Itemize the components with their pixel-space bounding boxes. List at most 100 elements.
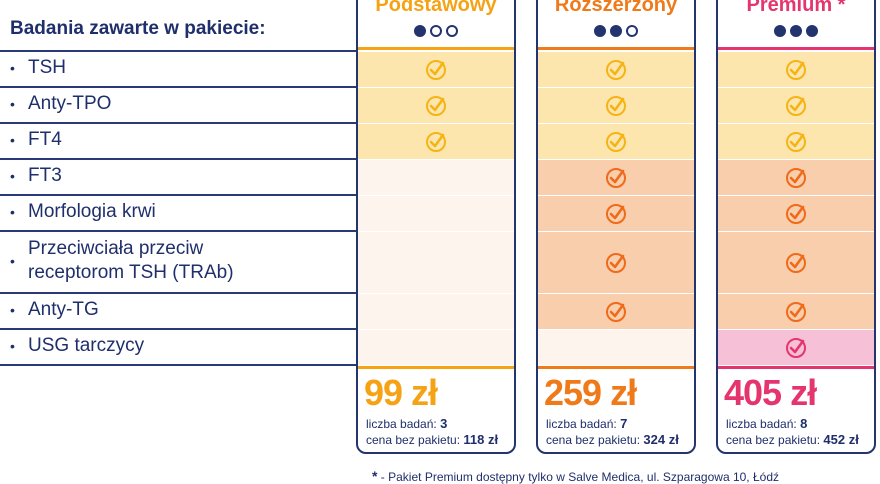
check-icon [786, 337, 806, 358]
row-divider [0, 230, 356, 232]
level-dot-icon [774, 24, 786, 37]
test-label: TSH [28, 57, 66, 78]
check-icon [786, 203, 806, 224]
row-divider [0, 364, 356, 366]
package-price: 99 zł [364, 372, 438, 413]
level-dots [538, 22, 694, 40]
check-icon [606, 252, 626, 273]
accent-line [538, 47, 694, 50]
price-divider [358, 366, 514, 369]
package-title: Rozszerzony [554, 0, 678, 16]
package-title: Premium * [746, 0, 846, 16]
check-icon [426, 59, 446, 80]
included-cell [718, 124, 874, 160]
check-icon [786, 301, 806, 322]
test-row: • USG tarczycy [10, 328, 350, 364]
included-cell [718, 52, 874, 88]
bullet-icon: • [10, 60, 15, 76]
check-icon [606, 59, 626, 80]
row-divider [0, 194, 356, 196]
test-row: • Przeciwciała przeciw receptorom TSH (TRA… [10, 230, 350, 292]
check-icon [606, 301, 626, 322]
test-count: liczba badań: 7 [546, 416, 628, 431]
included-cell [358, 124, 514, 160]
bullet-icon: • [10, 204, 15, 220]
row-divider [0, 328, 356, 330]
bullet-icon: • [10, 302, 15, 318]
included-cell [358, 52, 514, 88]
empty-cell [358, 294, 514, 330]
package-price: 405 zł [724, 372, 817, 413]
test-row: • FT4 [10, 122, 350, 158]
footnote-text: - Pakiet Premium dostępny tylko w Salve … [380, 470, 779, 484]
test-count: liczba badań: 8 [726, 416, 808, 431]
included-cell [538, 124, 694, 160]
price-divider [538, 366, 694, 369]
included-cell [538, 294, 694, 330]
tests-heading: Badania zawarte w pakiecie: [10, 18, 266, 39]
included-cell [718, 160, 874, 196]
empty-cell [358, 232, 514, 294]
included-cell [718, 232, 874, 294]
check-icon [606, 203, 626, 224]
check-icon [426, 131, 446, 152]
row-divider [0, 158, 356, 160]
check-icon [606, 95, 626, 116]
included-cell [538, 232, 694, 294]
test-label: FT3 [28, 165, 62, 186]
level-dot-icon [610, 24, 622, 37]
level-dots [718, 22, 874, 40]
footnote-star: * [372, 468, 378, 484]
price-without-package: cena bez pakietu: 118 zł [366, 432, 499, 447]
test-count: liczba badań: 3 [366, 416, 448, 431]
level-dot-icon [414, 24, 426, 37]
check-icon [786, 59, 806, 80]
accent-line [718, 47, 874, 50]
check-icon [606, 167, 626, 188]
empty-cell [358, 330, 514, 366]
test-row: • Anty-TPO [10, 86, 350, 122]
test-row: • TSH [10, 50, 350, 86]
row-divider [0, 292, 356, 294]
check-icon [786, 252, 806, 273]
test-label: Przeciwciała przeciw receptorom TSH (TRAb… [28, 238, 234, 283]
included-cell [538, 196, 694, 232]
bullet-icon: • [10, 168, 15, 184]
level-dot-icon [430, 24, 442, 37]
bullet-icon: • [10, 338, 15, 354]
row-divider [0, 122, 356, 124]
empty-cell [358, 196, 514, 232]
check-icon [606, 131, 626, 152]
test-row: • Morfologia krwi [10, 194, 350, 230]
test-label: Morfologia krwi [28, 201, 156, 222]
included-cell [538, 88, 694, 124]
row-divider [0, 50, 356, 52]
test-row: • Anty-TG [10, 292, 350, 328]
level-dot-icon [594, 24, 606, 37]
included-cell [718, 330, 874, 366]
bullet-icon: • [10, 132, 15, 148]
package-column-1: Rozszerzony 259 zł liczba badań: 7 cena bez… [536, 0, 696, 454]
package-column-0: Podstawowy 99 zł liczba badań: 3 cena bez p… [356, 0, 516, 454]
check-icon [426, 95, 446, 116]
empty-cell [538, 330, 694, 366]
level-dot-icon [626, 24, 638, 37]
included-cell [538, 52, 694, 88]
level-dot-icon [446, 24, 458, 37]
included-cell [718, 88, 874, 124]
test-label: USG tarczycy [28, 335, 145, 356]
test-label: Anty-TPO [28, 93, 112, 114]
price-without-package: cena bez pakietu: 324 zł [546, 432, 679, 447]
empty-cell [358, 160, 514, 196]
check-icon [786, 95, 806, 116]
level-dot-icon [806, 24, 818, 37]
check-icon [786, 131, 806, 152]
check-icon [786, 167, 806, 188]
accent-line [358, 47, 514, 50]
test-label: FT4 [28, 129, 62, 150]
row-divider [0, 86, 356, 88]
price-without-package: cena bez pakietu: 452 zł [726, 432, 859, 447]
test-row: • FT3 [10, 158, 350, 194]
included-cell [718, 294, 874, 330]
package-price: 259 zł [544, 372, 637, 413]
